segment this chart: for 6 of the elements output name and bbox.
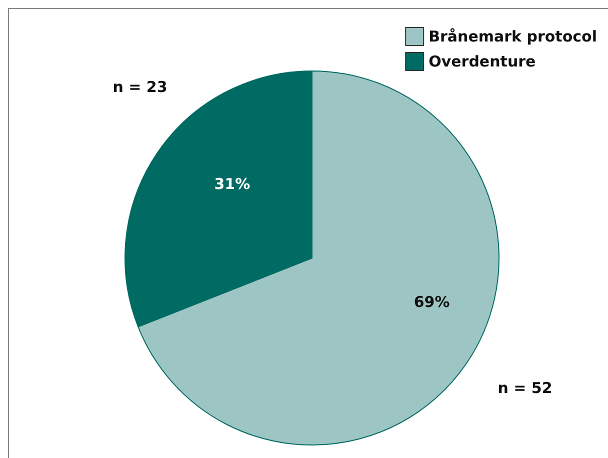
legend-label: Overdenture: [428, 52, 536, 70]
text: n = 52: [498, 379, 552, 397]
legend-label: Brånemark protocol: [428, 28, 597, 46]
data-label: 69%: [414, 293, 450, 312]
text: n = 23: [112, 78, 168, 96]
data-label: 31%: [214, 174, 250, 193]
